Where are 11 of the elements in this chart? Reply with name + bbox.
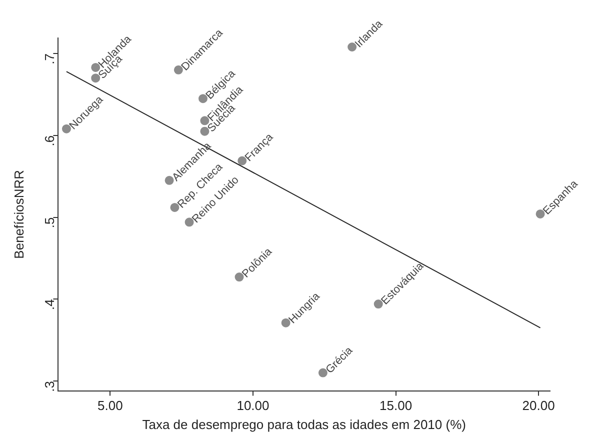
y-tick-label: .3	[42, 380, 57, 392]
x-axis-title: Taxa de desemprego para todas as idades em 2010 (%)	[142, 416, 466, 432]
x-tick-label: 20.00	[522, 398, 555, 414]
x-tick-label: 15.00	[380, 398, 412, 414]
y-axis-title: BenefíciosNRR	[11, 170, 26, 259]
y-tick-label: .4	[42, 299, 57, 310]
y-tick-label: .7	[42, 54, 57, 64]
y-tick-label: .5	[42, 217, 57, 228]
x-tick-label: 5.00	[98, 398, 123, 414]
x-tick-label: 10.00	[236, 398, 270, 414]
y-tick-label: .6	[42, 135, 57, 146]
